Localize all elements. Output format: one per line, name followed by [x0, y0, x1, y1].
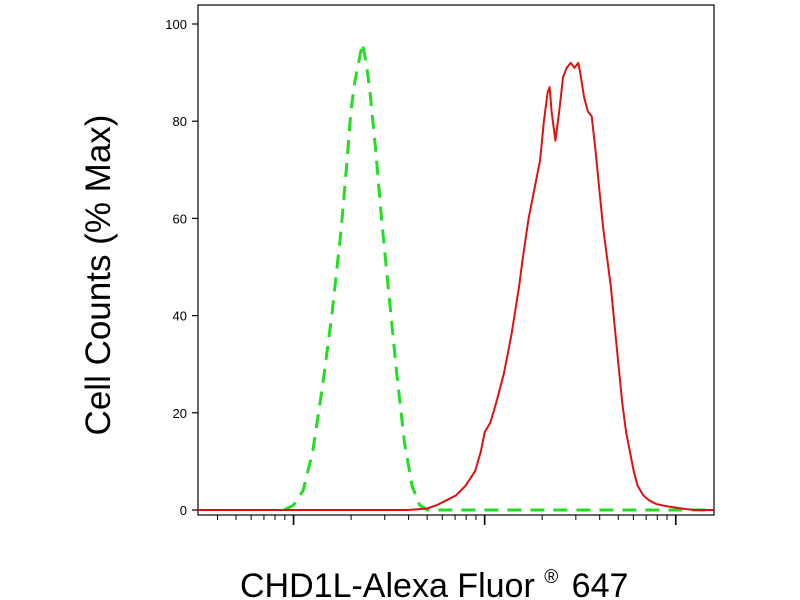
y-tick-label: 100 [165, 17, 187, 32]
x-axis-title: CHD1L-Alexa Fluor ® 647 [240, 553, 628, 600]
y-tick-label: 0 [180, 503, 187, 518]
y-axis-title: Cell Counts (% Max) [79, 115, 118, 436]
y-axis-ticks: 0 20 40 60 80 100 [165, 17, 198, 518]
series-line-1 [283, 41, 714, 512]
x-axis-title-main: CHD1L-Alexa Fluor [240, 567, 535, 600]
x-axis-title-suffix: 647 [572, 567, 629, 600]
x-axis-ticks [217, 515, 677, 525]
x-axis-title-superscript: ® [544, 567, 558, 588]
y-tick-label: 20 [173, 406, 187, 421]
series-layer [198, 41, 714, 512]
plot-border [197, 4, 715, 516]
series-line-2 [198, 61, 714, 511]
plot-frame [197, 4, 715, 516]
y-tick-label: 40 [173, 309, 187, 324]
y-tick-label: 80 [173, 114, 187, 129]
y-tick-label: 60 [173, 211, 187, 226]
